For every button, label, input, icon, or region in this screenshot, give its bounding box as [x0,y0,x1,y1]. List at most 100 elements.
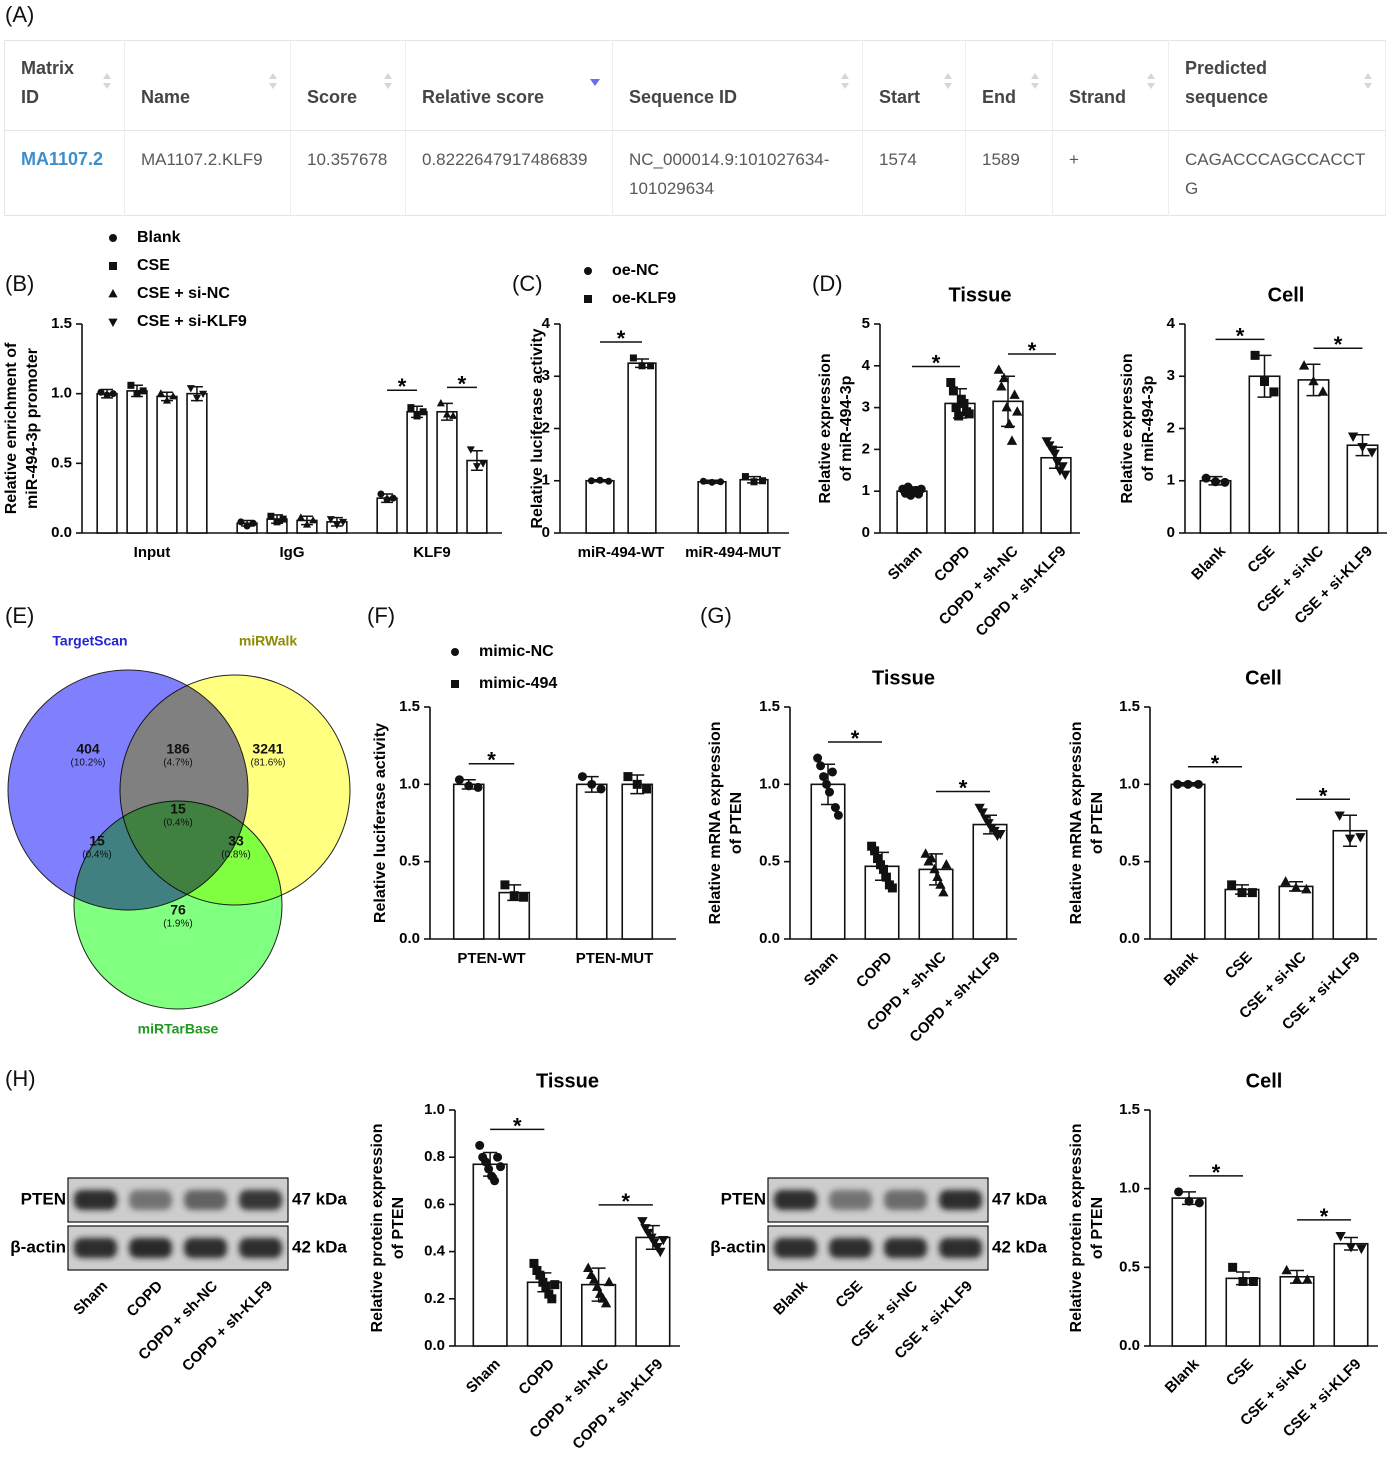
cell-text: 0.8222647917486839 [422,150,588,169]
y-axis-label: of miR-494-3p [1140,375,1157,481]
cell-text: NC_000014.9:101027634-101029634 [629,150,830,198]
panel-label: (C) [512,271,543,296]
data-point [1201,473,1211,483]
panel-label: (F) [367,603,395,628]
header-text: Score [307,87,358,107]
data-point [1183,779,1193,789]
bar [472,1163,508,1347]
venn-count: 186 [166,741,190,757]
blot-band [774,1238,817,1258]
y-tick-label: 0.0 [51,524,72,541]
y-axis-label: of PTEN [1089,792,1106,854]
y-tick-label: 1.5 [51,315,72,332]
bar [1170,783,1206,940]
data-point [1211,477,1220,487]
blot-band [884,1190,927,1210]
data-point [466,446,475,454]
data-point [870,846,880,856]
data-point [596,476,604,484]
x-tick-label: PTEN-WT [457,950,525,967]
data-point [948,386,958,396]
sort-icon[interactable] [590,71,600,95]
data-point [741,473,749,481]
y-tick-label: 4 [862,357,871,374]
sort-arrow [269,83,277,89]
data-point [1281,1264,1292,1275]
venn-share: (81.6%) [250,758,285,769]
band-size: 47 kDa [292,1189,347,1208]
table-cell: 1574 [862,130,966,216]
data-point [583,1262,594,1272]
header-text: Sequence ID [629,87,738,107]
data-point [538,1277,548,1287]
sort-icon[interactable] [1030,71,1040,95]
data-point [109,390,117,398]
legend-marker [108,318,118,327]
y-tick-label: 1.5 [1119,1101,1140,1118]
sort-arrow [841,73,849,79]
venn-set-label: miRTarBase [138,1021,219,1037]
legend-marker [108,289,118,298]
bar [972,823,1008,940]
bar [1040,456,1072,534]
chart-title: Tissue [949,284,1012,306]
data-point [996,381,1007,391]
sort-icon[interactable] [102,71,112,95]
data-point [605,477,613,485]
table-row: MA1107.2 MA1107.2.KLF9 10.357678 0.82226479… [4,130,1386,216]
x-tick-label: CSE [1222,949,1256,983]
data-point [532,1265,542,1275]
data-point [1302,1274,1313,1284]
band-name: β-actin [710,1237,766,1256]
legend-label: mimic-NC [479,643,554,660]
data-point [454,775,464,785]
data-point [547,1294,557,1304]
error-bar [1257,354,1272,398]
y-tick-label: 1.5 [399,698,420,715]
data-point [473,782,483,792]
bar [466,459,488,534]
y-tick-label: 0.0 [399,930,420,947]
sort-icon[interactable] [840,71,850,95]
data-point [249,519,257,527]
data-point [529,1258,539,1268]
legend-label: CSE + si-NC [137,285,230,302]
data-point [1004,418,1015,429]
y-tick-label: 2 [1167,419,1175,436]
header-cell: Name [124,40,291,131]
data-point [655,1247,666,1258]
sort-arrow [1031,73,1039,79]
data-point [881,872,891,882]
sort-icon[interactable] [943,71,953,95]
x-tick-label: KLF9 [413,544,451,561]
data-point [479,460,488,468]
y-tick-label: 1 [1167,472,1175,489]
sort-icon[interactable] [1363,71,1373,95]
sort-icon[interactable] [1146,71,1156,95]
cell-text: 1574 [879,150,917,169]
data-point [419,408,427,416]
chart-title: Cell [1268,284,1305,306]
venn-count: 15 [89,833,105,849]
cell-text: 10.357678 [307,150,388,169]
bar [406,410,428,534]
data-point [658,1235,669,1246]
data-point [964,409,974,419]
bar [1171,1197,1207,1347]
y-axis-label: miR-494-3p promoter [24,348,41,509]
legend-marker [584,267,592,275]
venn-set-label: TargetScan [52,633,127,649]
bar [1346,444,1379,534]
y-tick-label: 5 [862,315,870,332]
sort-arrow [1364,83,1372,89]
sort-icon[interactable] [268,71,278,95]
header-cell: Sequence ID [612,40,863,131]
data-point [998,372,1010,383]
matrix-link[interactable]: MA1107.2 [21,149,104,169]
blot-band [129,1238,172,1258]
venn-count: 15 [170,801,186,817]
sort-icon[interactable] [383,71,393,95]
significance-label: * [398,374,407,399]
venn-set-label: miRWalk [239,633,298,649]
